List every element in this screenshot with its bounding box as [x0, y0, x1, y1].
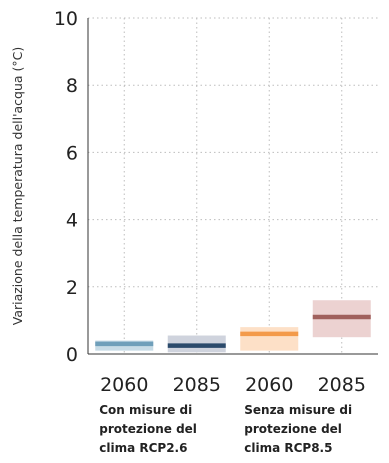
x-tick-label: 2085 [318, 374, 366, 396]
y-tick-label: 10 [54, 8, 78, 30]
y-tick-label: 0 [66, 344, 78, 366]
group-label: Con misure di protezione del clima RCP2.6 [99, 403, 197, 455]
y-axis-label: Variazione della temperatura dell'acqua … [10, 47, 25, 326]
median-lines [95, 314, 371, 348]
group-label-line: protezione del [244, 422, 342, 436]
x-tick-label: 2060 [245, 374, 293, 396]
range-band [240, 327, 299, 351]
y-tick-label: 4 [66, 210, 78, 232]
group-label-line: clima RCP8.5 [244, 441, 332, 455]
group-label: Senza misure di protezione del clima RCP8.… [244, 403, 352, 455]
x-tick-labels: 2060 2085 2060 2085 [100, 374, 366, 396]
x-tick-label: 2060 [100, 374, 148, 396]
y-tick-label: 6 [66, 142, 78, 164]
group-label-line: Senza misure di [244, 403, 352, 417]
y-tick-label: 8 [66, 75, 78, 97]
grid [88, 17, 378, 355]
y-tick-labels: 0 2 4 6 8 10 [54, 8, 78, 366]
group-labels: Con misure di protezione del clima RCP2.6 S… [99, 403, 352, 455]
x-tick-label: 2085 [173, 374, 221, 396]
group-label-line: clima RCP2.6 [99, 441, 187, 455]
group-label-line: protezione del [99, 422, 197, 436]
y-tick-label: 2 [66, 277, 78, 299]
group-label-line: Con misure di [99, 403, 192, 417]
